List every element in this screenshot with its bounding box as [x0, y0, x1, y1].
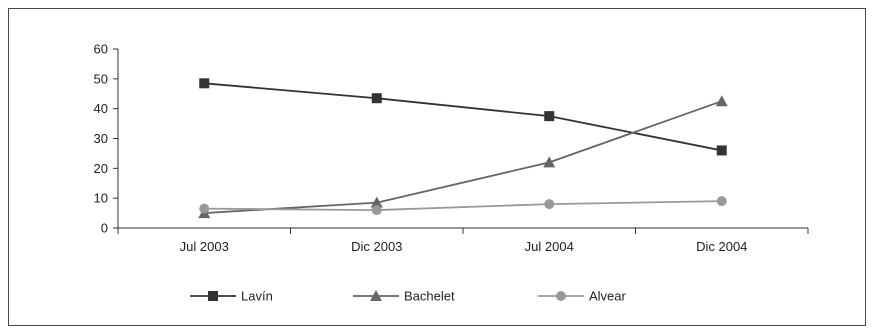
y-tick-label: 20	[94, 161, 108, 176]
data-point	[199, 78, 210, 89]
legend-marker	[556, 291, 566, 301]
x-tick-label: Jul 2004	[525, 239, 574, 254]
y-tick-label: 0	[101, 221, 108, 236]
x-tick-label: Dic 2004	[696, 239, 747, 254]
series-line	[204, 82, 722, 152]
legend-marker	[208, 291, 218, 301]
legend-item-alvear: Alvear	[538, 289, 627, 304]
y-tick-label: 40	[94, 101, 108, 116]
data-point	[716, 145, 727, 156]
data-point	[199, 203, 210, 214]
series-alvear	[199, 196, 727, 216]
x-axis: Jul 2003 Dic 2003 Jul 2004 Dic 2004	[117, 227, 809, 254]
legend: Lavín Bachelet Alvear	[190, 289, 627, 304]
y-axis: 0 10 20 30 40 50 60	[94, 42, 119, 236]
chart-frame	[8, 8, 866, 326]
data-point	[371, 93, 382, 104]
data-point	[371, 205, 382, 216]
y-tick-label: 60	[94, 42, 108, 57]
y-tick-label: 50	[94, 71, 108, 86]
x-tick-label: Dic 2003	[351, 239, 402, 254]
legend-label: Alvear	[589, 289, 627, 304]
series-bachelet	[198, 95, 728, 219]
legend-label: Lavín	[241, 289, 273, 304]
series-layer	[198, 78, 728, 219]
y-tick-label: 30	[94, 131, 108, 146]
data-point	[544, 199, 555, 210]
legend-item-bachelet: Bachelet	[353, 289, 455, 304]
data-point	[716, 196, 727, 207]
data-point	[370, 196, 383, 208]
data-point	[715, 95, 728, 107]
legend-marker	[370, 290, 382, 301]
series-lavin	[199, 78, 727, 156]
data-point	[544, 111, 555, 122]
x-tick-label: Jul 2003	[180, 239, 229, 254]
y-tick-label: 10	[94, 191, 108, 206]
series-line	[204, 200, 722, 212]
data-point	[543, 156, 556, 168]
legend-label: Bachelet	[404, 289, 455, 304]
legend-item-lavin: Lavín	[190, 289, 273, 304]
series-line	[204, 100, 723, 214]
